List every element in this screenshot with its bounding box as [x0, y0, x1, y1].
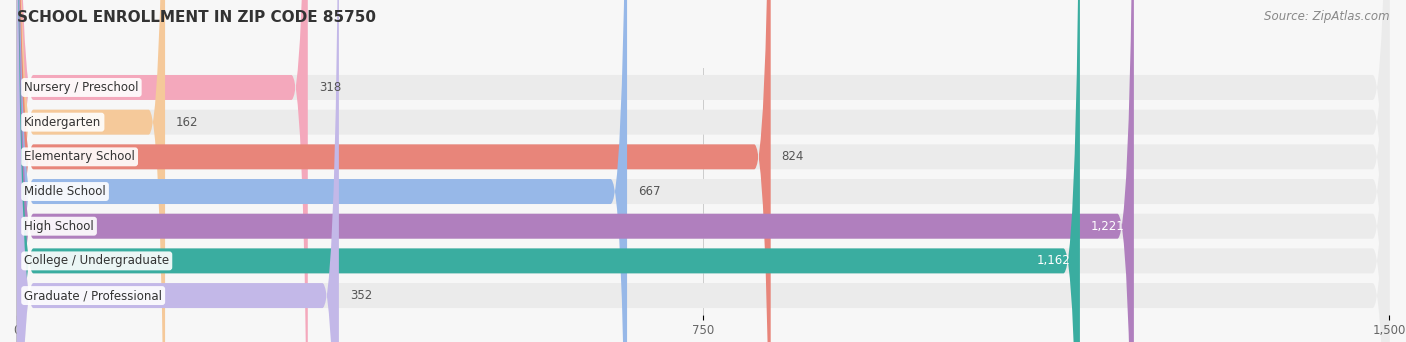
Text: Source: ZipAtlas.com: Source: ZipAtlas.com — [1264, 10, 1389, 23]
FancyBboxPatch shape — [17, 0, 1080, 342]
Text: 1,221: 1,221 — [1091, 220, 1125, 233]
FancyBboxPatch shape — [17, 0, 165, 342]
Text: 1,162: 1,162 — [1038, 254, 1071, 267]
Text: College / Undergraduate: College / Undergraduate — [24, 254, 169, 267]
Text: Nursery / Preschool: Nursery / Preschool — [24, 81, 139, 94]
Text: Middle School: Middle School — [24, 185, 105, 198]
FancyBboxPatch shape — [17, 0, 1389, 342]
Text: Kindergarten: Kindergarten — [24, 116, 101, 129]
FancyBboxPatch shape — [17, 0, 627, 342]
Text: 824: 824 — [782, 150, 804, 163]
FancyBboxPatch shape — [17, 0, 1389, 342]
Text: 352: 352 — [350, 289, 373, 302]
Text: Graduate / Professional: Graduate / Professional — [24, 289, 162, 302]
Text: SCHOOL ENROLLMENT IN ZIP CODE 85750: SCHOOL ENROLLMENT IN ZIP CODE 85750 — [17, 10, 375, 25]
FancyBboxPatch shape — [17, 0, 1389, 342]
Text: 318: 318 — [319, 81, 342, 94]
Text: 667: 667 — [638, 185, 661, 198]
FancyBboxPatch shape — [17, 0, 1389, 342]
FancyBboxPatch shape — [17, 0, 1389, 342]
FancyBboxPatch shape — [17, 0, 1133, 342]
FancyBboxPatch shape — [17, 0, 1389, 342]
Text: Elementary School: Elementary School — [24, 150, 135, 163]
FancyBboxPatch shape — [17, 0, 308, 342]
Text: High School: High School — [24, 220, 94, 233]
Text: 162: 162 — [176, 116, 198, 129]
FancyBboxPatch shape — [17, 0, 1389, 342]
FancyBboxPatch shape — [17, 0, 770, 342]
FancyBboxPatch shape — [17, 0, 339, 342]
